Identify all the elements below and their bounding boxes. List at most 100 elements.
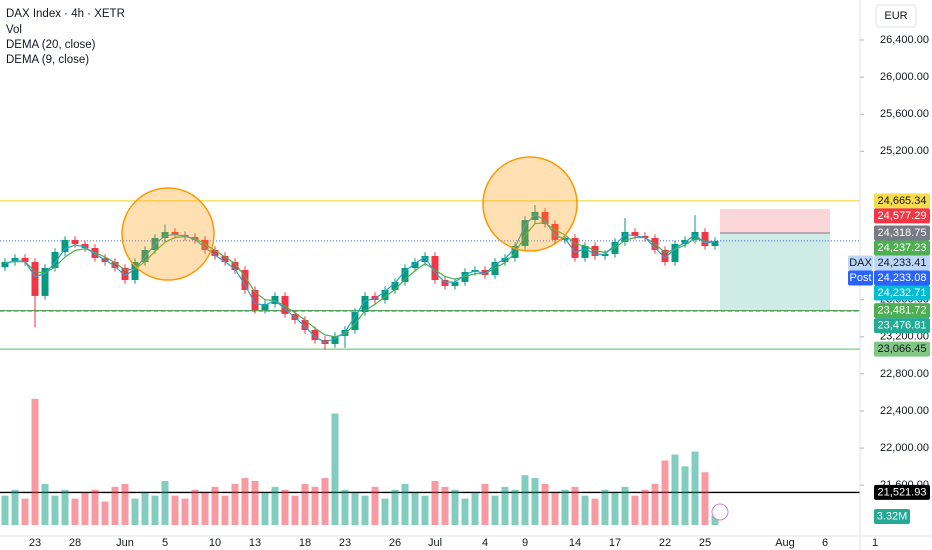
candle-body (481, 269, 489, 276)
candle-body (311, 330, 319, 341)
candle-body (21, 257, 29, 263)
volume-bar (61, 489, 69, 525)
candle-body (701, 231, 709, 246)
x-tick-label: 25 (699, 537, 711, 549)
candle-body (41, 267, 49, 296)
price-badge-label: 24,318.75 (878, 227, 927, 239)
plot-area (0, 200, 860, 525)
event-icon[interactable] (711, 503, 729, 521)
target-zone (720, 233, 830, 311)
volume-bar (631, 495, 639, 525)
candle-body (431, 255, 439, 281)
candle-body (211, 249, 219, 256)
candle-body (351, 312, 359, 331)
candle-body (261, 303, 269, 310)
volume-bar (651, 483, 659, 525)
price-badge-label: 24,233.41 (878, 257, 927, 269)
candle-body (421, 255, 429, 263)
volume-bar (411, 492, 419, 525)
candle-body (631, 231, 639, 236)
volume-bar (621, 486, 629, 525)
y-tick-label: 22,800.00 (880, 368, 929, 380)
volume-bar (161, 481, 169, 525)
highlight-circle (482, 156, 578, 252)
volume-bar (661, 460, 669, 525)
x-tick-label: Aug (775, 537, 795, 549)
y-tick-label: 23,200.00 (880, 331, 929, 343)
volume-bar (51, 495, 59, 525)
volume-badge-label: 3.32M (877, 510, 908, 522)
volume-bar (331, 413, 339, 525)
stop-zone (720, 209, 830, 234)
candle-body (61, 239, 69, 253)
volume-bar (121, 483, 129, 525)
x-tick-label: 1 (872, 537, 878, 549)
volume-bar (641, 489, 649, 525)
price-badge (874, 318, 930, 334)
volume-bar (311, 486, 319, 525)
candle-body (121, 267, 129, 281)
volume-bar (501, 486, 509, 525)
legend-entry: Vol (6, 24, 22, 36)
price-tag-label: Post (849, 272, 871, 284)
candle-body (401, 267, 409, 282)
price-badge-label: 21,521.93 (878, 486, 927, 498)
volume-bar (551, 492, 559, 525)
volume-bar (521, 475, 529, 525)
price-badge-label: 23,481.72 (878, 305, 927, 317)
currency-button[interactable] (875, 4, 917, 28)
price-badge-label: 23,066.45 (878, 343, 927, 355)
price-badge (874, 484, 930, 500)
candle-body (221, 255, 229, 263)
volume-bar (701, 472, 709, 525)
x-tick-label: 4 (482, 537, 488, 549)
price-badge-label: 24,577.29 (878, 210, 927, 222)
candle-body (511, 245, 519, 258)
x-tick-label: 26 (389, 537, 401, 549)
volume-bar (291, 495, 299, 525)
price-badge (874, 225, 930, 241)
candle-body (131, 262, 139, 281)
x-tick-label: 22 (659, 537, 671, 549)
volume-bar (571, 486, 579, 525)
x-tick-label: Jun (116, 537, 134, 549)
x-tick-label: 9 (522, 537, 528, 549)
x-tick-label: 13 (249, 537, 261, 549)
x-tick-label: 5 (162, 537, 168, 549)
candle-body (601, 253, 609, 256)
volume-bar (381, 498, 389, 525)
volume-bar (281, 489, 289, 525)
volume-bar (11, 489, 19, 525)
candle-body (11, 257, 19, 263)
x-tick-label: 23 (339, 537, 351, 549)
candle-body (281, 295, 289, 314)
candle-body (691, 231, 699, 240)
legend: DAX Index · 4h · XETR Vol DEMA (20, clos… (6, 8, 125, 66)
candle-body (411, 262, 419, 268)
candle-body (671, 244, 679, 263)
chart-title: DAX Index · 4h · XETR (6, 8, 125, 20)
candle-body (441, 280, 449, 286)
volume-bar (271, 486, 279, 525)
indicator-line (4, 213, 716, 343)
price-badge (874, 341, 930, 357)
volume-bar (1, 495, 9, 525)
volume-bar (401, 483, 409, 525)
volume-bar (211, 486, 219, 525)
price-badge (874, 193, 930, 209)
volume-bar (481, 483, 489, 525)
x-tick-label: 23 (29, 537, 41, 549)
indicator-line (4, 222, 716, 338)
volume-bar (601, 489, 609, 525)
candle-body (621, 231, 629, 242)
candle-body (171, 231, 179, 235)
price-badge (874, 270, 930, 286)
currency[interactable]: EUR (884, 10, 907, 22)
x-tick-label: 17 (609, 537, 621, 549)
volume-bar (511, 489, 519, 525)
candle-body (301, 319, 309, 331)
price-badge-label: 23,476.81 (878, 320, 927, 332)
y-tick-label: 26,000.00 (880, 71, 929, 83)
price-tag-label: DAX (849, 257, 872, 269)
